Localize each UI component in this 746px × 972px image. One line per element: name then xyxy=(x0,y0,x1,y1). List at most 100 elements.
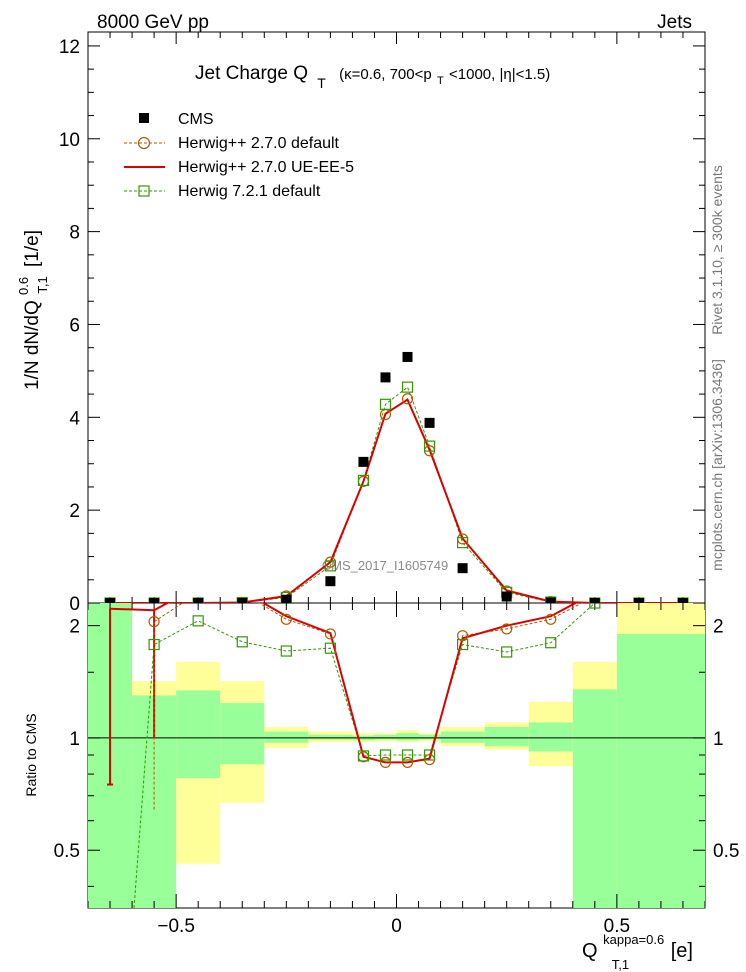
ratio-herwig-default-point xyxy=(501,623,513,635)
ratio-y-tick-label-right: 0.5 xyxy=(713,841,739,862)
ratio-band-inner xyxy=(572,689,617,908)
mcplots-label: mcplots.cern.ch [arXiv:1306.3436] xyxy=(709,359,725,571)
cms-point xyxy=(677,598,688,603)
cms-point xyxy=(402,351,413,362)
herwig7-point xyxy=(457,537,469,549)
cms-point xyxy=(325,576,336,587)
ratio-herwig-default-point xyxy=(280,613,292,625)
analysis-watermark: CMS_2017_I1605749 xyxy=(322,558,449,573)
cms-point xyxy=(281,594,292,603)
ratio-axis-ticks: 0.5 0.5 1 1 2 2 −0.5 0 0.5 xyxy=(54,603,739,937)
main-y-axis-label: 1/N dN/dQ 0.6 T,1 [1/e] xyxy=(12,230,52,390)
legend-cms-marker xyxy=(139,113,149,123)
ratio-band-inner xyxy=(220,703,265,765)
ratio-herwig7-point xyxy=(324,642,336,654)
cms-point xyxy=(501,591,512,602)
cms-point xyxy=(380,372,391,383)
ratio-y-tick-label: 1 xyxy=(69,729,80,750)
energy-label: 8000 GeV pp xyxy=(97,12,209,33)
ratio-herwig-default-point xyxy=(193,588,203,598)
ratio-herwig7-point xyxy=(357,750,370,762)
legend-herwig-default-marker xyxy=(137,136,151,150)
ratio-band-inner xyxy=(396,733,419,741)
ratio-band-inner xyxy=(528,722,573,752)
ratio-herwig7-point xyxy=(280,645,292,657)
main-y-tick-label: 6 xyxy=(69,315,80,336)
cms-point xyxy=(149,598,160,603)
ratio-herwig7-point xyxy=(545,637,557,649)
ratio-band-inner xyxy=(308,734,353,740)
ratio-herwig7-point xyxy=(379,749,392,761)
herwig7-point xyxy=(324,560,336,572)
ratio-herwig7-point xyxy=(589,603,601,609)
legend-cms-label: CMS xyxy=(178,111,214,128)
ratio-herwig7-point xyxy=(501,646,513,658)
ratio-band-inner xyxy=(484,726,529,747)
herwig7-point xyxy=(379,398,392,410)
main-y-tick-label: 10 xyxy=(59,130,80,151)
ratio-herwig-default-point xyxy=(148,616,160,628)
ratio-uncertainty-bands xyxy=(88,603,705,908)
ratio-herwig-default-point xyxy=(237,588,247,598)
ratio-y-tick-label-right: 1 xyxy=(713,729,724,750)
ratio-herwig7-point xyxy=(192,615,204,627)
ratio-series-group xyxy=(107,588,601,908)
legend-herwig7-marker xyxy=(138,185,150,197)
ratio-herwig-default-point xyxy=(545,613,557,625)
cms-point xyxy=(105,598,116,603)
cms-point xyxy=(457,563,468,574)
cms-point xyxy=(545,597,556,603)
ratio-band-inner xyxy=(374,734,397,740)
main-y-tick-label: 0 xyxy=(69,594,80,615)
cms-point xyxy=(424,417,435,428)
x-axis-label: Q kappa=0.6 T,1 [e] xyxy=(582,927,693,972)
legend-herwig-default-label: Herwig++ 2.7.0 default xyxy=(178,135,340,152)
x-tick-label: 0 xyxy=(391,916,402,937)
chart-title: Jet Charge Q T (κ=0.6, 700<p T <1000, |η… xyxy=(195,63,550,93)
category-label: Jets xyxy=(657,12,692,33)
cms-point xyxy=(237,598,248,603)
legend-herwig-ueee5-label: Herwig++ 2.7.0 UE-EE-5 xyxy=(178,159,354,176)
ratio-herwig-default-point xyxy=(457,630,469,642)
x-tick-label: −0.5 xyxy=(157,916,195,937)
main-axis-ticks: 0 2 4 6 8 10 12 xyxy=(59,32,706,615)
ratio-band-inner xyxy=(264,731,309,743)
ratio-herwig7-point xyxy=(236,636,248,648)
ratio-herwig7-point xyxy=(148,638,160,651)
ratio-y-axis-label: Ratio to CMS xyxy=(23,713,39,796)
ratio-band-inner xyxy=(440,731,485,743)
cms-point xyxy=(193,598,204,603)
cms-point xyxy=(358,456,369,467)
ratio-band-inner xyxy=(616,633,705,908)
rivet-label: Rivet 3.1.10, ≥ 300k events xyxy=(709,165,725,335)
herwig-default-point xyxy=(401,393,414,405)
ratio-herwig7-point xyxy=(401,749,414,761)
main-series-group xyxy=(104,351,689,603)
ratio-herwig7-line xyxy=(133,603,596,908)
ratio-y-tick-label: 2 xyxy=(69,617,80,638)
ratio-herwig-default-line xyxy=(153,603,583,763)
ratio-y-tick-label: 0.5 xyxy=(54,841,80,862)
herwig7-point xyxy=(423,440,436,452)
cms-point xyxy=(633,598,644,603)
herwig7-point xyxy=(401,381,414,393)
herwig-ueee5-line xyxy=(110,398,683,603)
ratio-herwig-default-point xyxy=(379,756,392,768)
main-y-tick-label: 4 xyxy=(69,408,80,429)
legend: CMS Herwig++ 2.7.0 default Herwig++ 2.7.… xyxy=(124,111,354,200)
ratio-herwig7-point xyxy=(457,638,469,651)
herwig7-point xyxy=(357,474,370,487)
main-y-tick-label: 8 xyxy=(69,223,80,244)
main-y-tick-label: 2 xyxy=(69,501,80,522)
cms-point xyxy=(589,598,600,603)
main-y-tick-label: 12 xyxy=(59,37,80,58)
legend-herwig7-label: Herwig 7.2.1 default xyxy=(178,183,321,200)
x-tick-label: 0.5 xyxy=(604,916,630,937)
ratio-herwig7-point xyxy=(423,749,436,761)
ratio-herwig-default-point xyxy=(401,756,414,768)
ratio-y-tick-label-right: 2 xyxy=(713,617,724,638)
ratio-band-inner xyxy=(176,690,221,779)
ratio-band-inner xyxy=(418,734,441,740)
ratio-herwig-ueee5-line xyxy=(110,603,578,764)
